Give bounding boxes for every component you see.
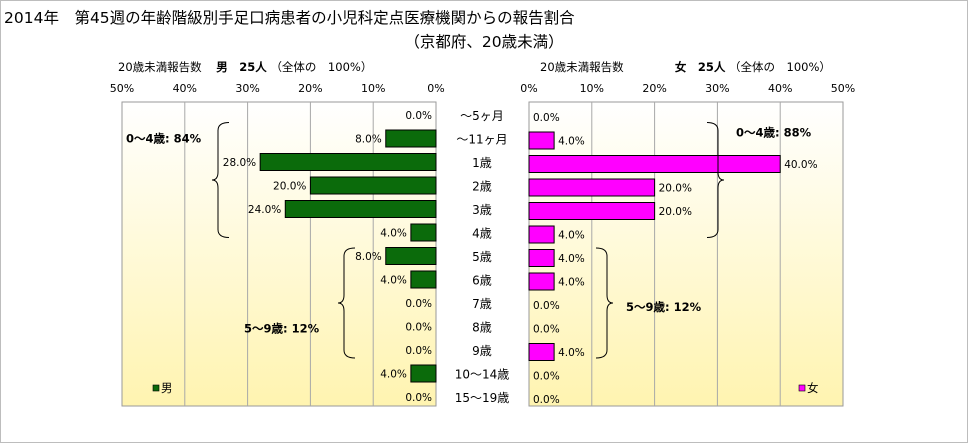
category-label: ～5ヶ月 <box>460 109 504 123</box>
male-tick-label: 50% <box>110 82 134 95</box>
female-tick-label: 10% <box>580 82 604 95</box>
female-tick-label: 40% <box>768 82 792 95</box>
male-tick-label: 40% <box>173 82 197 95</box>
male-bar <box>309 176 437 195</box>
female-value-label: 4.0% <box>558 277 585 289</box>
category-label: 2歳 <box>472 180 492 194</box>
male-value-label: 4.0% <box>380 369 407 381</box>
female-value-label: 0.0% <box>533 112 560 124</box>
male-value-label: 8.0% <box>355 251 382 263</box>
female-tick-label: 50% <box>831 82 855 95</box>
category-label: 10～14歳 <box>455 368 510 382</box>
category-label: 6歳 <box>472 274 492 288</box>
male-legend-label: 男 <box>161 381 173 395</box>
female-bar <box>528 225 555 244</box>
male-panel-caption: 20歳未満報告数 男 25人 （全体の 100%） <box>118 59 372 75</box>
category-label: 15～19歳 <box>455 391 510 405</box>
category-label: 7歳 <box>472 297 492 311</box>
male-value-label: 0.0% <box>405 110 432 122</box>
female-bar <box>528 202 656 220</box>
female-caption-prefix: 20歳未満報告数 <box>540 60 624 74</box>
female-value-label: 20.0% <box>659 206 692 218</box>
male-bar <box>284 200 437 218</box>
male-caption-share: （全体の 100%） <box>270 60 373 74</box>
category-label: 9歳 <box>472 344 492 358</box>
male-tick-label: 0% <box>427 82 444 95</box>
male-bar <box>259 153 437 171</box>
category-label: 5歳 <box>472 250 492 264</box>
female-value-label: 0.0% <box>533 394 560 406</box>
male-value-label: 24.0% <box>248 204 281 216</box>
category-label: 4歳 <box>472 227 492 241</box>
chart-title: 2014年 第45週の年齢階級別手足口病患者の小児科定点医療機関からの報告割合 <box>4 9 575 27</box>
female-5-9-annotation: 5～9歳: 12% <box>626 300 702 314</box>
category-label: 8歳 <box>472 321 492 335</box>
male-value-label: 0.0% <box>405 322 432 334</box>
female-5-9-brace <box>595 247 614 359</box>
female-value-label: 0.0% <box>533 300 560 312</box>
female-bar <box>528 178 656 197</box>
female-value-label: 40.0% <box>784 159 817 171</box>
male-value-label: 20.0% <box>273 181 306 193</box>
female-legend-label: 女 <box>807 381 819 395</box>
male-5-9-annotation: 5～9歳: 12% <box>244 322 320 336</box>
female-value-label: 4.0% <box>558 253 585 265</box>
female-legend-swatch <box>798 384 806 392</box>
female-value-label: 4.0% <box>558 230 585 242</box>
male-tick-label: 20% <box>298 82 322 95</box>
female-0-4-annotation: 0～4歳: 88% <box>736 126 812 140</box>
female-value-label: 4.0% <box>558 136 585 148</box>
female-tick-label: 0% <box>520 82 537 95</box>
female-bar <box>528 155 781 173</box>
female-value-label: 20.0% <box>659 183 692 195</box>
male-value-label: 4.0% <box>380 275 407 287</box>
female-value-label: 0.0% <box>533 371 560 383</box>
category-label: 3歳 <box>472 203 492 217</box>
male-value-label: 0.0% <box>405 392 432 404</box>
male-value-label: 4.0% <box>380 228 407 240</box>
male-tick-label: 10% <box>361 82 385 95</box>
female-plot-area <box>528 101 844 407</box>
male-plot-area <box>121 101 437 407</box>
male-tick-label: 30% <box>235 82 259 95</box>
male-5-9-brace <box>337 247 356 359</box>
female-value-label: 4.0% <box>558 347 585 359</box>
male-value-label: 0.0% <box>405 298 432 310</box>
male-value-label: 8.0% <box>355 134 382 146</box>
male-0-4-annotation: 0～4歳: 84% <box>126 132 202 146</box>
male-caption-count: 男 25人 <box>216 60 267 74</box>
female-caption-count: 女 25人 <box>674 60 726 74</box>
male-value-label: 0.0% <box>405 345 432 357</box>
category-label: 1歳 <box>472 156 492 170</box>
female-tick-label: 20% <box>642 82 666 95</box>
female-panel-caption: 20歳未満報告数 女 25人 （全体の 100%） <box>540 59 831 75</box>
female-tick-label: 30% <box>705 82 729 95</box>
male-0-4-brace <box>211 122 230 238</box>
female-bar <box>528 343 555 361</box>
male-caption-prefix: 20歳未満報告数 <box>118 60 202 74</box>
female-bar <box>528 272 555 291</box>
female-bar <box>528 131 555 150</box>
male-bar <box>385 129 437 148</box>
female-value-label: 0.0% <box>533 324 560 336</box>
female-bar <box>528 249 555 267</box>
female-0-4-brace <box>706 122 725 238</box>
male-value-label: 28.0% <box>223 157 256 169</box>
female-caption-share: （全体の 100%） <box>729 60 831 74</box>
male-bar <box>385 247 437 265</box>
male-bar <box>410 364 437 383</box>
chart-subtitle: （京都府、20歳未満） <box>404 33 564 51</box>
male-bar <box>410 223 437 242</box>
male-legend-swatch <box>152 384 160 392</box>
category-label: ～11ヶ月 <box>456 133 507 147</box>
male-bar <box>410 270 437 289</box>
